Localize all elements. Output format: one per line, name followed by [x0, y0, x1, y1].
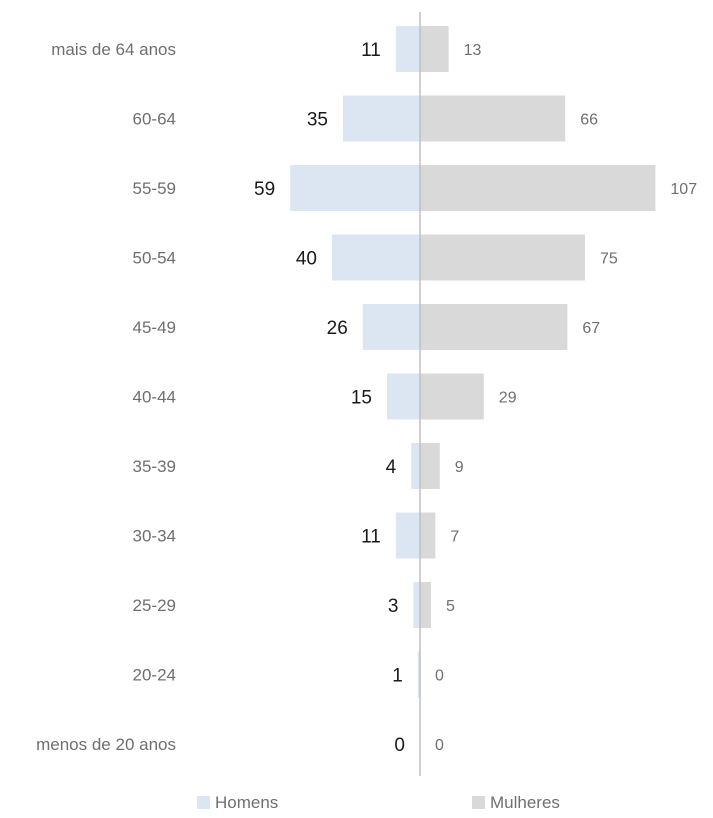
bar-mulheres-60-64 — [420, 95, 566, 142]
category-label-50-54: 50-54 — [133, 249, 176, 268]
value-label-homens-60-64: 35 — [307, 110, 328, 131]
category-label-20-24: 20-24 — [133, 666, 176, 685]
bar-mulheres-30-34 — [420, 512, 436, 559]
category-label-menos-de-20-anos: menos de 20 anos — [36, 735, 176, 754]
value-label-mulheres-60-64: 66 — [580, 112, 598, 129]
value-label-mulheres-20-24: 0 — [435, 668, 444, 685]
category-label-25-29: 25-29 — [133, 596, 176, 615]
value-label-mulheres-35-39: 9 — [455, 459, 464, 476]
bar-mulheres-45-49 — [420, 304, 568, 350]
value-label-mulheres-30-34: 7 — [450, 529, 459, 546]
value-label-homens-55-59: 59 — [254, 179, 275, 200]
mulheres-bars — [420, 26, 656, 628]
value-label-mulheres-55-59: 107 — [670, 181, 697, 198]
bar-homens-30-34 — [395, 512, 420, 559]
category-label-mais-de-64-anos: mais de 64 anos — [51, 40, 176, 59]
category-label-30-34: 30-34 — [133, 527, 176, 546]
legend-swatch-mulheres — [472, 796, 485, 809]
value-label-homens-menos-de-20-anos: 0 — [394, 735, 405, 756]
bar-mulheres-mais-de-64-anos — [420, 26, 449, 72]
value-label-homens-20-24: 1 — [392, 666, 403, 687]
category-label-55-59: 55-59 — [133, 179, 176, 198]
value-label-homens-45-49: 26 — [327, 318, 348, 339]
value-label-homens-50-54: 40 — [296, 249, 317, 270]
value-label-homens-40-44: 15 — [351, 388, 372, 409]
category-label-60-64: 60-64 — [133, 110, 176, 129]
bar-homens-60-64 — [343, 95, 420, 142]
value-label-homens-mais-de-64-anos: 11 — [361, 40, 381, 61]
bar-homens-35-39 — [411, 443, 420, 489]
bar-homens-40-44 — [387, 373, 420, 420]
bar-homens-mais-de-64-anos — [395, 26, 420, 72]
value-label-homens-35-39: 4 — [386, 457, 397, 478]
bar-homens-55-59 — [290, 165, 420, 211]
bar-homens-20-24 — [417, 651, 420, 698]
bar-homens-45-49 — [362, 304, 420, 350]
value-label-mulheres-mais-de-64-anos: 13 — [464, 42, 482, 59]
bar-mulheres-40-44 — [420, 373, 484, 420]
legend: Homens Mulheres — [197, 793, 560, 812]
bar-mulheres-25-29 — [420, 582, 431, 628]
category-labels: mais de 64 anos 60-64 55-59 50-54 45-49 40-44… — [36, 40, 176, 754]
legend-label-homens: Homens — [215, 793, 278, 812]
value-label-mulheres-25-29: 5 — [446, 598, 455, 615]
value-label-mulheres-50-54: 75 — [600, 251, 618, 268]
value-label-homens-30-34: 11 — [361, 527, 381, 548]
bar-mulheres-50-54 — [420, 234, 585, 281]
value-label-mulheres-menos-de-20-anos: 0 — [435, 737, 444, 754]
category-label-35-39: 35-39 — [133, 457, 176, 476]
value-label-homens-25-29: 3 — [388, 596, 399, 617]
legend-swatch-homens — [197, 796, 210, 809]
value-label-mulheres-40-44: 29 — [499, 390, 517, 407]
bar-mulheres-55-59 — [420, 165, 656, 211]
homens-value-labels: 11 35 59 40 26 15 4 11 3 1 0 — [254, 40, 405, 756]
bar-mulheres-35-39 — [420, 443, 440, 489]
bar-homens-50-54 — [332, 234, 420, 281]
category-label-45-49: 45-49 — [133, 318, 176, 337]
legend-label-mulheres: Mulheres — [490, 793, 560, 812]
homens-bars — [290, 26, 420, 698]
category-label-40-44: 40-44 — [133, 388, 176, 407]
value-label-mulheres-45-49: 67 — [582, 320, 600, 337]
bar-homens-25-29 — [413, 582, 420, 628]
